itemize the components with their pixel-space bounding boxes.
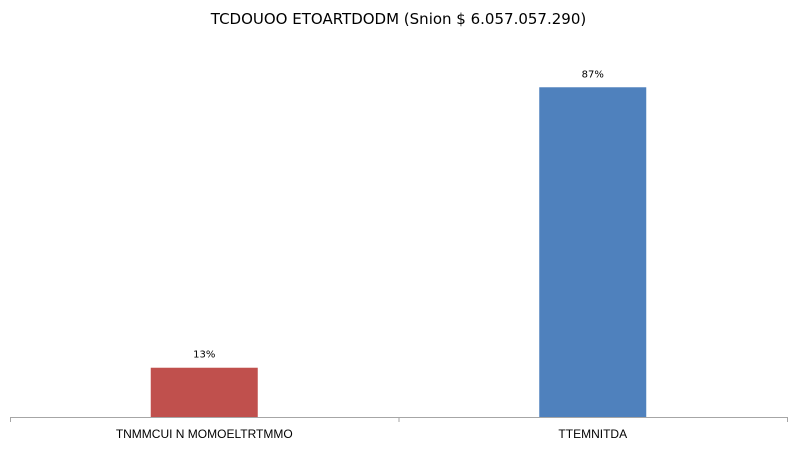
x-axis: TNMMCUI N MOMOELTRTMMO TTEMNITDA: [10, 417, 788, 441]
data-label-1: 87%: [582, 69, 604, 80]
bar-1: [539, 87, 647, 418]
chart-title: TCDOUOO ETOARTDODM (Snion $ 6.057.057.29…: [210, 10, 587, 28]
x-tick-label-0: TNMMCUI N MOMOELTRTMMO: [116, 427, 293, 441]
bars-layer: [150, 87, 647, 418]
bar-0: [150, 367, 258, 417]
data-label-0: 13%: [193, 350, 215, 361]
x-tick-label-1: TTEMNITDA: [558, 427, 627, 441]
data-labels-layer: 13% 87%: [193, 69, 604, 360]
